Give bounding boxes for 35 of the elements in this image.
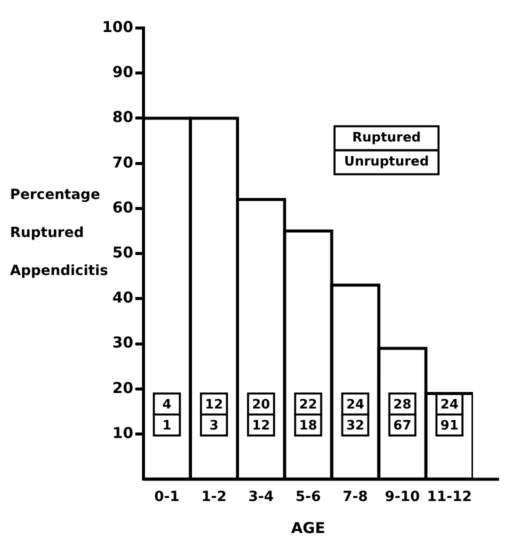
- annotation: 4: [162, 397, 172, 412]
- y-tick-label: 70: [112, 153, 134, 172]
- y-tick-label: 100: [102, 18, 134, 36]
- annotation: 3: [209, 418, 218, 434]
- annotation: 28: [393, 397, 412, 412]
- annotation: 1: [162, 418, 172, 434]
- annotation: 12: [204, 397, 224, 412]
- annotation: 32: [346, 418, 364, 434]
- x-tick-label: 1-2: [201, 489, 227, 506]
- y-tick-label: 90: [112, 63, 134, 82]
- y-tick-label: 10: [112, 424, 134, 442]
- y-tick-label: 50: [112, 243, 134, 262]
- annotation: 24: [346, 397, 364, 412]
- annotation: 20: [252, 397, 270, 412]
- y-tick-label: 80: [112, 108, 134, 126]
- annotation: Unruptured: [344, 154, 429, 170]
- x-tick-label: 11-12: [427, 489, 472, 506]
- x-axis-title: AGE: [291, 518, 326, 537]
- y-tick-label: 60: [112, 198, 134, 216]
- annotation: 67: [393, 418, 412, 434]
- y-tick-label: 20: [112, 378, 134, 397]
- annotation: 24: [440, 397, 458, 412]
- annotation: 12: [252, 418, 270, 434]
- x-tick-label: 7-8: [342, 489, 368, 506]
- y-tick-label: 40: [112, 288, 134, 307]
- x-tick-label: 5-6: [296, 489, 321, 506]
- annotation: 91: [440, 418, 458, 434]
- y-tick-label: 30: [112, 334, 134, 352]
- annotation: 18: [299, 418, 318, 434]
- annotation: 22: [299, 397, 318, 412]
- x-tick-label: 3-4: [248, 489, 274, 506]
- x-tick-label: 9-10: [384, 489, 420, 506]
- x-tick-label: 0-1: [154, 489, 180, 506]
- text: Percentage Ruptured Appendicitis: [10, 187, 108, 280]
- annotation: Ruptured: [352, 130, 421, 146]
